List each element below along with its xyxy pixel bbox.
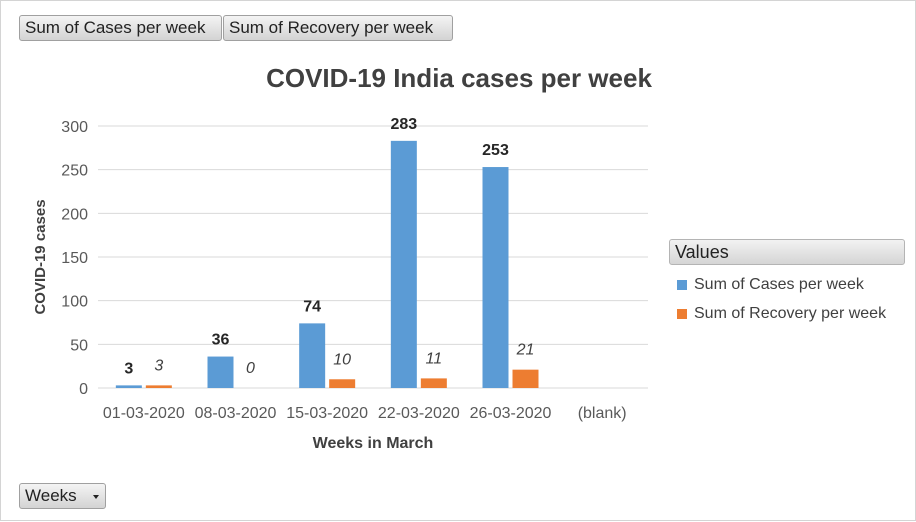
data-label-cases: 74 [303, 298, 321, 315]
y-tick-label: 0 [79, 381, 88, 398]
y-tick-label: 300 [61, 119, 88, 136]
x-tick-label: 26-03-2020 [470, 405, 552, 422]
legend-label-recovery: Sum of Recovery per week [694, 305, 887, 322]
data-label-cases: 283 [390, 116, 417, 133]
data-label-recovery: 10 [333, 351, 351, 368]
data-label-cases: 253 [482, 142, 509, 159]
x-tick-label: 15-03-2020 [286, 405, 368, 422]
chevron-down-icon[interactable] [93, 495, 99, 499]
x-axis-title: Weeks in March [313, 435, 434, 452]
field-button-cases[interactable]: Sum of Cases per week [19, 15, 222, 41]
field-button-weeks[interactable]: Weeks [19, 483, 106, 509]
chart-title: COVID-19 India cases per week [266, 63, 652, 93]
bar-recovery [329, 379, 356, 388]
legend-swatch-cases [677, 280, 687, 290]
x-tick-label: 01-03-2020 [103, 405, 185, 422]
bar-cases [390, 140, 417, 388]
legend-swatch-recovery [677, 309, 687, 319]
bar-recovery [420, 378, 447, 388]
bar-cases [482, 167, 509, 388]
bar-cases [299, 323, 326, 388]
data-label-cases: 3 [124, 360, 133, 377]
data-label-recovery: 3 [154, 357, 163, 374]
y-tick-label: 50 [70, 337, 88, 354]
x-tick-label: 22-03-2020 [378, 405, 460, 422]
bar-recovery [145, 385, 172, 388]
data-label-recovery: 11 [426, 350, 443, 367]
data-label-recovery: 21 [516, 342, 535, 359]
data-label-cases: 36 [212, 332, 230, 349]
legend-header[interactable]: Values [669, 239, 905, 265]
y-tick-label: 150 [61, 250, 88, 267]
field-button-recovery[interactable]: Sum of Recovery per week [223, 15, 453, 41]
y-axis-title: COVID-19 cases [32, 199, 49, 314]
bar-cases [115, 385, 142, 388]
y-tick-label: 250 [61, 163, 88, 180]
y-tick-label: 200 [61, 206, 88, 223]
data-label-recovery: 0 [246, 360, 255, 377]
legend-label-cases: Sum of Cases per week [694, 276, 864, 293]
field-button-weeks-label: Weeks [25, 486, 77, 505]
y-tick-label: 100 [61, 294, 88, 311]
x-tick-label: 08-03-2020 [195, 405, 277, 422]
x-tick-label: (blank) [578, 405, 627, 422]
bar-recovery [512, 369, 539, 388]
bar-cases [207, 356, 234, 388]
